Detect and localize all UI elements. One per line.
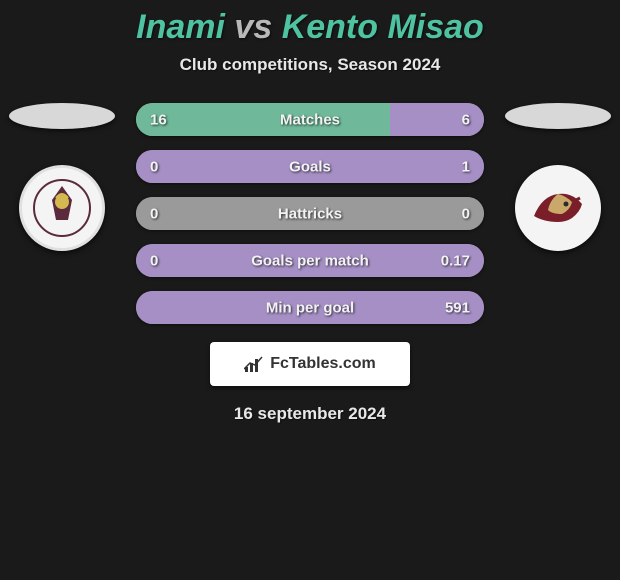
left-side xyxy=(6,103,118,251)
left-ellipse xyxy=(9,103,115,129)
fctables-logo: FcTables.com xyxy=(210,342,410,386)
stat-right-value: 0.17 xyxy=(441,252,470,269)
stat-left-value: 0 xyxy=(150,252,158,269)
bar-left-seg xyxy=(136,103,390,136)
team-badge-left xyxy=(19,165,105,251)
player2-name: Kento Misao xyxy=(282,8,484,46)
stat-label: Hattricks xyxy=(278,205,342,222)
logo-text: FcTables.com xyxy=(270,355,376,373)
stat-left-value: 0 xyxy=(150,158,158,175)
subtitle: Club competitions, Season 2024 xyxy=(0,55,620,75)
stat-bar: 16 6 Matches xyxy=(136,103,484,136)
stat-label: Min per goal xyxy=(266,299,354,316)
stat-bar: 591 Min per goal xyxy=(136,291,484,324)
stat-bar: 0 0.17 Goals per match xyxy=(136,244,484,277)
stat-bar: 0 0 Hattricks xyxy=(136,197,484,230)
vs-text: vs xyxy=(234,8,272,46)
stat-right-value: 0 xyxy=(462,205,470,222)
stats-column: 16 6 Matches 0 1 Goals 0 0 Hattricks 0 0.17 Goals p… xyxy=(118,103,502,324)
stat-label: Goals xyxy=(289,158,331,175)
page-title: Inami vs Kento Misao xyxy=(0,8,620,47)
right-side xyxy=(502,103,614,251)
stat-right-value: 6 xyxy=(462,111,470,128)
stat-left-value: 16 xyxy=(150,111,167,128)
badge-left-icon xyxy=(32,178,92,238)
right-ellipse xyxy=(505,103,611,129)
badge-right-icon xyxy=(522,172,594,244)
stat-left-value: 0 xyxy=(150,205,158,222)
team-badge-right xyxy=(515,165,601,251)
chart-icon xyxy=(244,355,264,373)
stat-label: Matches xyxy=(280,111,340,128)
stat-right-value: 591 xyxy=(445,299,470,316)
player1-name: Inami xyxy=(136,8,225,46)
stat-right-value: 1 xyxy=(462,158,470,175)
stat-label: Goals per match xyxy=(251,252,369,269)
stat-bar: 0 1 Goals xyxy=(136,150,484,183)
main-row: 16 6 Matches 0 1 Goals 0 0 Hattricks 0 0.17 Goals p… xyxy=(0,103,620,324)
date-text: 16 september 2024 xyxy=(0,404,620,424)
